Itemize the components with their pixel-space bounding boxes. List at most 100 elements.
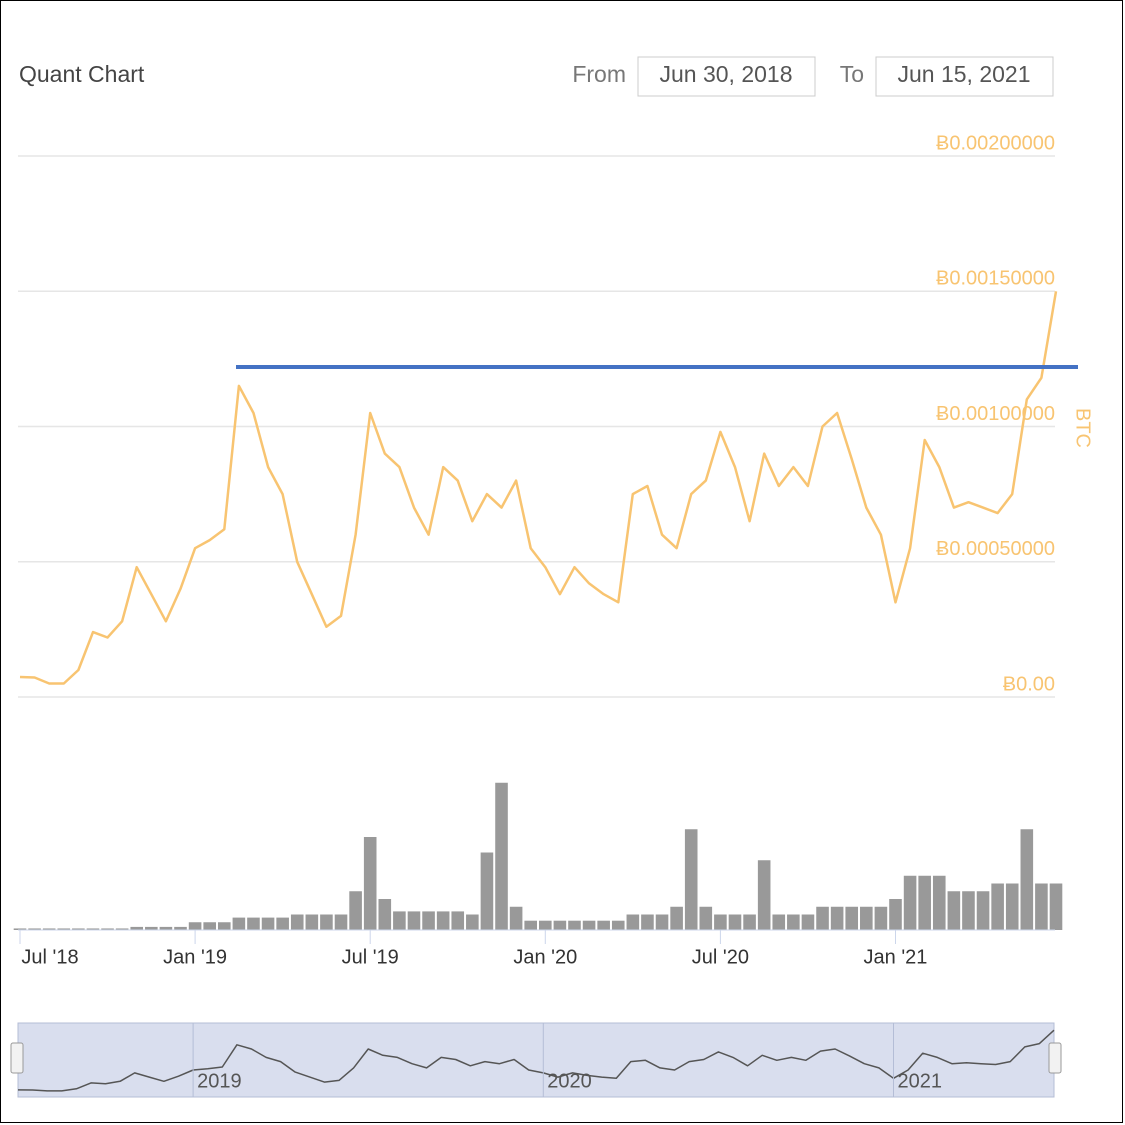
- volume-bar: [28, 928, 41, 930]
- volume-bar: [655, 914, 669, 930]
- x-tick-label: Jul '18: [21, 946, 78, 968]
- navigator-handle[interactable]: [10, 1042, 24, 1074]
- y-tick-label: Ƀ0.00100000: [936, 403, 1055, 425]
- volume-bar: [130, 926, 144, 930]
- volume-bar: [466, 914, 479, 930]
- navigator-label: 2019: [197, 1070, 242, 1092]
- volume-bar: [86, 928, 100, 930]
- volume-bar: [188, 922, 202, 930]
- from-label: From: [572, 61, 626, 87]
- to-input[interactable]: [875, 56, 1054, 97]
- volume-bar: [524, 920, 537, 930]
- volume-bar: [217, 922, 231, 930]
- volume-bar: [115, 928, 129, 930]
- y-tick-label: Ƀ0.00: [1003, 673, 1055, 695]
- volume-bar: [976, 891, 990, 930]
- volume-bar: [42, 928, 56, 930]
- volume-bar: [261, 917, 275, 930]
- volume-bar: [1020, 829, 1034, 930]
- navigator-label: 2021: [897, 1070, 942, 1092]
- y-tick-label: Ƀ0.00200000: [936, 132, 1055, 154]
- volume-bar: [582, 920, 596, 930]
- chart-title: Quant Chart: [19, 61, 145, 87]
- from-date[interactable]: Jun 30, 2018: [659, 61, 792, 87]
- navigator-label: 2020: [547, 1070, 592, 1092]
- volume-bar: [13, 928, 27, 930]
- volume-bar: [860, 906, 873, 930]
- volume-bar: [947, 891, 961, 930]
- volume-bar: [320, 914, 333, 930]
- volume-bar: [378, 899, 392, 930]
- volume-bar: [305, 914, 319, 930]
- navigator[interactable]: [17, 1022, 1055, 1098]
- volume-bar: [626, 914, 640, 930]
- volume-bar: [1035, 883, 1048, 930]
- volume-bar: [509, 906, 523, 930]
- volume-bar: [407, 911, 421, 930]
- volume-bar: [57, 928, 71, 930]
- y-tick-label: Ƀ0.00050000: [936, 538, 1055, 560]
- y-axis-title: BTC: [1072, 408, 1094, 448]
- volume-bar: [247, 917, 260, 930]
- volume-bar: [889, 899, 902, 930]
- volume-bar: [1049, 883, 1063, 930]
- y-tick-label: Ƀ0.00150000: [936, 268, 1055, 290]
- volume-bar: [363, 837, 377, 930]
- x-tick-label: Jul '20: [692, 946, 749, 968]
- navigator-handle[interactable]: [1048, 1042, 1062, 1074]
- volume-bar: [232, 917, 246, 930]
- volume-bar: [932, 875, 946, 930]
- volume-bar: [334, 914, 348, 930]
- volume-bar: [816, 906, 829, 930]
- volume-bar: [568, 920, 581, 930]
- volume-bar: [728, 914, 742, 930]
- volume-bar: [787, 914, 800, 930]
- volume-bar: [962, 891, 975, 930]
- to-label: To: [840, 61, 864, 87]
- volume-bar: [451, 911, 465, 930]
- from-input[interactable]: [637, 56, 816, 97]
- volume-bar: [436, 911, 450, 930]
- volume-bar: [72, 928, 85, 930]
- volume-bar: [991, 883, 1004, 930]
- volume-bar: [743, 914, 756, 930]
- volume-bar: [597, 920, 610, 930]
- price-line: [19, 291, 1058, 685]
- volume-bar: [422, 911, 435, 930]
- volume-bar: [874, 906, 888, 930]
- volume-bar: [276, 917, 289, 930]
- volume-bar: [203, 922, 216, 930]
- to-date[interactable]: Jun 15, 2021: [897, 61, 1030, 87]
- volume-bar: [611, 920, 625, 930]
- x-tick-label: Jul '19: [342, 946, 399, 968]
- volume-bar: [553, 920, 567, 930]
- x-tick-label: Jan '20: [513, 946, 577, 968]
- volume-bar: [495, 782, 508, 930]
- navigator-line: [17, 1029, 1055, 1092]
- volume-bar: [757, 860, 771, 930]
- volume-bar: [159, 926, 173, 930]
- volume-bar: [801, 914, 815, 930]
- volume-bar: [101, 928, 114, 930]
- volume-bar: [684, 829, 698, 930]
- x-tick-label: Jan '19: [163, 946, 227, 968]
- volume-bar: [349, 891, 362, 930]
- volume-bar: [145, 926, 158, 930]
- x-tick-label: Jan '21: [864, 946, 928, 968]
- volume-bar: [830, 906, 844, 930]
- volume-bar: [539, 920, 552, 930]
- volume-bar: [290, 914, 304, 930]
- volume-bar: [772, 914, 786, 930]
- volume-bar: [174, 926, 187, 930]
- volume-bar: [903, 875, 917, 930]
- volume-bar: [393, 911, 406, 930]
- volume-bar: [641, 914, 654, 930]
- volume-bar: [918, 875, 931, 930]
- volume-bar: [670, 906, 683, 930]
- volume-bar: [1005, 883, 1019, 930]
- volume-bar: [480, 852, 494, 930]
- volume-bar: [714, 914, 727, 930]
- volume-bar: [699, 906, 713, 930]
- volume-bar: [845, 906, 859, 930]
